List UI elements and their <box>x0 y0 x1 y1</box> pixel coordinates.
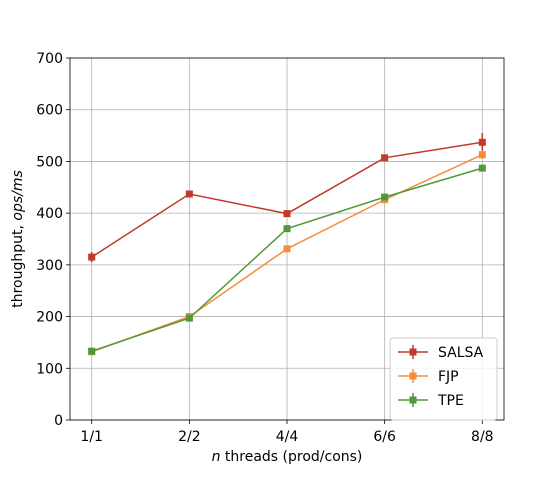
data-point <box>381 193 389 201</box>
y-tick-label: 100 <box>36 361 63 377</box>
legend-entry: FJP <box>398 369 459 385</box>
y-axis-label-prefix: throughput, <box>10 221 26 308</box>
x-axis-label-rest: threads (prod/cons) <box>220 449 362 465</box>
series-layer <box>88 132 486 356</box>
legend-entry: TPE <box>398 393 464 409</box>
legend-marker <box>409 372 417 380</box>
legend-label: TPE <box>437 393 464 409</box>
x-tick-label: 2/2 <box>178 429 201 445</box>
y-tick-label: 600 <box>36 103 63 119</box>
y-tick-label: 400 <box>36 206 63 222</box>
x-axis: 1/1 2/2 4/4 6/6 8/8 <box>80 420 494 445</box>
x-tick-label: 1/1 <box>80 429 103 445</box>
y-tick-label: 500 <box>36 154 63 170</box>
data-point <box>88 347 96 355</box>
data-point <box>283 210 291 218</box>
data-point <box>478 164 486 172</box>
series-tpe <box>88 164 486 355</box>
legend-marker <box>409 348 417 356</box>
series-salsa <box>88 132 486 263</box>
data-point <box>283 225 291 233</box>
y-tick-label: 0 <box>54 413 63 429</box>
data-point <box>185 314 193 322</box>
x-tick-label: 8/8 <box>471 429 494 445</box>
data-point <box>185 190 193 198</box>
y-tick-label: 300 <box>36 258 63 274</box>
x-axis-label-italic: n <box>212 449 221 465</box>
legend-label: FJP <box>438 369 459 385</box>
x-tick-label: 6/6 <box>373 429 396 445</box>
x-tick-label: 4/4 <box>276 429 299 445</box>
legend: SALSA FJP TPE <box>389 337 498 421</box>
y-axis: 0 100 200 300 400 500 600 700 <box>36 51 70 429</box>
data-point <box>283 245 291 253</box>
x-axis-label: n threads (prod/cons) <box>212 449 363 465</box>
y-axis-label: throughput, ops/ms <box>10 170 26 308</box>
y-tick-label: 200 <box>36 310 63 326</box>
legend-marker <box>409 396 417 404</box>
data-point <box>88 253 96 261</box>
data-point <box>478 138 486 146</box>
legend-entry: SALSA <box>398 345 484 361</box>
y-tick-label: 700 <box>36 51 63 67</box>
y-axis-label-italic: ops/ms <box>10 170 26 220</box>
legend-label: SALSA <box>438 345 484 361</box>
data-point <box>381 154 389 162</box>
data-point <box>478 151 486 159</box>
